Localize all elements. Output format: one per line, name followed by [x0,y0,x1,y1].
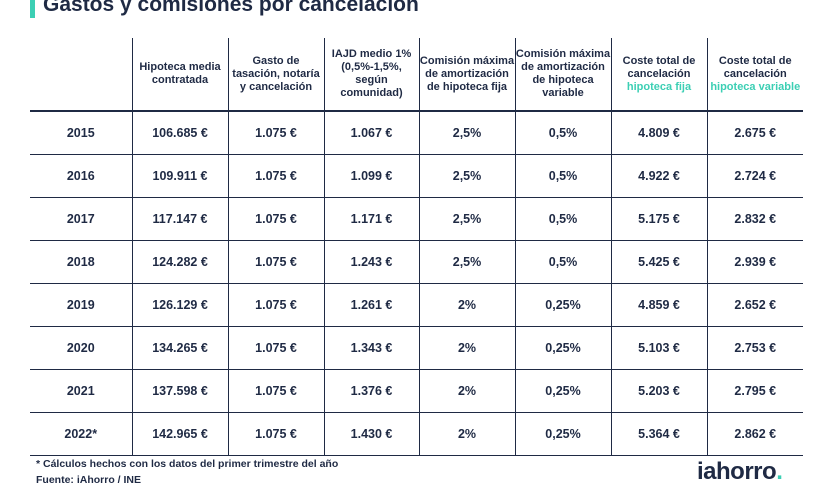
fees-cell: 1.075 € [227,283,324,327]
header-total-fixed: Coste total de cancelación hipoteca fija [610,38,707,112]
table-row: 2019 126.129 €1.075 €1.261 €2% 0,25% 4.859 … [30,283,803,327]
fees-cell: 1.075 € [227,369,324,413]
fixed-fee-cell: 2% [418,283,515,327]
page-title: Gastos y comisiones por cancelación [43,0,419,16]
fixed-fee-cell: 2% [418,412,515,456]
mortgage-cell: 126.129 € [131,283,228,327]
year-cell: 2021 [30,369,132,413]
fees-cell: 1.075 € [227,111,324,155]
logo-text: iahorro [697,458,777,485]
fixed-fee-cell: 2,5% [418,240,515,284]
title-accent-bar [30,0,35,18]
fixed-fee-cell: 2,5% [418,154,515,198]
table-row: 2018 124.282 €1.075 €1.243 €2,5% 0,5% 5.425… [30,240,803,284]
total-fixed-cell: 5.203 € [610,369,707,413]
variable-fee-cell: 0,25% [514,412,611,456]
variable-fee-cell: 0,25% [514,369,611,413]
mortgage-cell: 137.598 € [131,369,228,413]
header-mortgage: Hipoteca media contratada [131,38,228,112]
variable-fee-cell: 0,5% [514,197,611,241]
table-row: 2022* 142.965 €1.075 €1.430 €2% 0,25% 5.364… [30,412,803,456]
fixed-fee-cell: 2% [418,326,515,370]
mortgage-cell: 142.965 € [131,412,228,456]
fees-cell: 1.075 € [227,154,324,198]
title-block: Gastos y comisiones por cancelación [30,0,419,18]
table-row: 2021 137.598 €1.075 €1.376 €2% 0,25% 5.203 … [30,369,803,413]
iajd-cell: 1.430 € [323,412,419,456]
fees-cell: 1.075 € [227,240,324,284]
year-cell: 2015 [30,111,132,155]
mortgage-cell: 124.282 € [131,240,228,284]
total-variable-cell: 2.832 € [706,197,803,241]
fees-cell: 1.075 € [227,412,324,456]
mortgage-cell: 134.265 € [131,326,228,370]
total-fixed-cell: 4.922 € [610,154,707,198]
variable-fee-cell: 0,25% [514,326,611,370]
iajd-cell: 1.343 € [323,326,419,370]
total-variable-cell: 2.939 € [706,240,803,284]
iajd-cell: 1.243 € [323,240,419,284]
header-total-variable-main: Coste total de cancelación [718,54,792,80]
variable-fee-cell: 0,5% [514,154,611,198]
footnote: * Cálculos hechos con los datos del prim… [36,458,339,470]
iahorro-logo: iahorro. [697,458,783,486]
table-row: 2016 109.911 €1.075 €1.099 €2,5% 0,5% 4.922… [30,154,803,198]
variable-fee-cell: 0,5% [514,240,611,284]
total-fixed-cell: 5.425 € [610,240,707,284]
fixed-fee-cell: 2,5% [418,197,515,241]
header-fixed-fee: Comisión máxima de amortización de hipot… [418,38,515,112]
total-fixed-cell: 5.175 € [610,197,707,241]
logo-dot: . [776,458,783,485]
table-row: 2015 106.685 €1.075 €1.067 €2,5% 0,5% 4.809… [30,111,803,155]
mortgage-cell: 106.685 € [131,111,228,155]
total-fixed-cell: 4.809 € [610,111,707,155]
year-cell: 2019 [30,283,132,327]
mortgage-cell: 109.911 € [131,154,228,198]
table-header-row: Hipoteca media contratada Gasto de tasac… [30,38,803,112]
variable-fee-cell: 0,5% [514,111,611,155]
table-row: 2020 134.265 €1.075 €1.343 €2% 0,25% 5.103 … [30,326,803,370]
total-variable-cell: 2.753 € [706,326,803,370]
fees-cell: 1.075 € [227,197,324,241]
header-fees: Gasto de tasación, notaría y cancelación [227,38,324,112]
header-variable-fee: Comisión máxima de amortización de hipot… [514,38,611,112]
total-variable-cell: 2.675 € [706,111,803,155]
iajd-cell: 1.376 € [323,369,419,413]
header-total-variable: Coste total de cancelación hipoteca vari… [706,38,803,112]
fixed-fee-cell: 2% [418,369,515,413]
iajd-cell: 1.171 € [323,197,419,241]
source-note: Fuente: iAhorro / INE [36,474,141,486]
total-fixed-cell: 5.103 € [610,326,707,370]
variable-fee-cell: 0,25% [514,283,611,327]
year-cell: 2016 [30,154,132,198]
iajd-cell: 1.261 € [323,283,419,327]
header-iajd: IAJD medio 1% (0,5%-1,5%, según comunida… [323,38,419,112]
year-cell: 2022* [30,412,132,456]
total-variable-cell: 2.795 € [706,369,803,413]
iajd-cell: 1.067 € [323,111,419,155]
total-variable-cell: 2.862 € [706,412,803,456]
year-cell: 2020 [30,326,132,370]
table-row: 2017 117.147 €1.075 €1.171 €2,5% 0,5% 5.175… [30,197,803,241]
mortgage-cell: 117.147 € [131,197,228,241]
iajd-cell: 1.099 € [323,154,419,198]
total-fixed-cell: 5.364 € [610,412,707,456]
header-total-variable-accent: hipoteca variable [710,80,801,93]
total-variable-cell: 2.652 € [706,283,803,327]
fees-cell: 1.075 € [227,326,324,370]
year-cell: 2018 [30,240,132,284]
fixed-fee-cell: 2,5% [418,111,515,155]
total-variable-cell: 2.724 € [706,154,803,198]
total-fixed-cell: 4.859 € [610,283,707,327]
header-total-fixed-accent: hipoteca fija [626,80,692,93]
header-year [30,38,132,112]
header-total-fixed-main: Coste total de cancelación [622,54,696,80]
cancellation-costs-table: Hipoteca media contratada Gasto de tasac… [30,38,803,456]
year-cell: 2017 [30,197,132,241]
